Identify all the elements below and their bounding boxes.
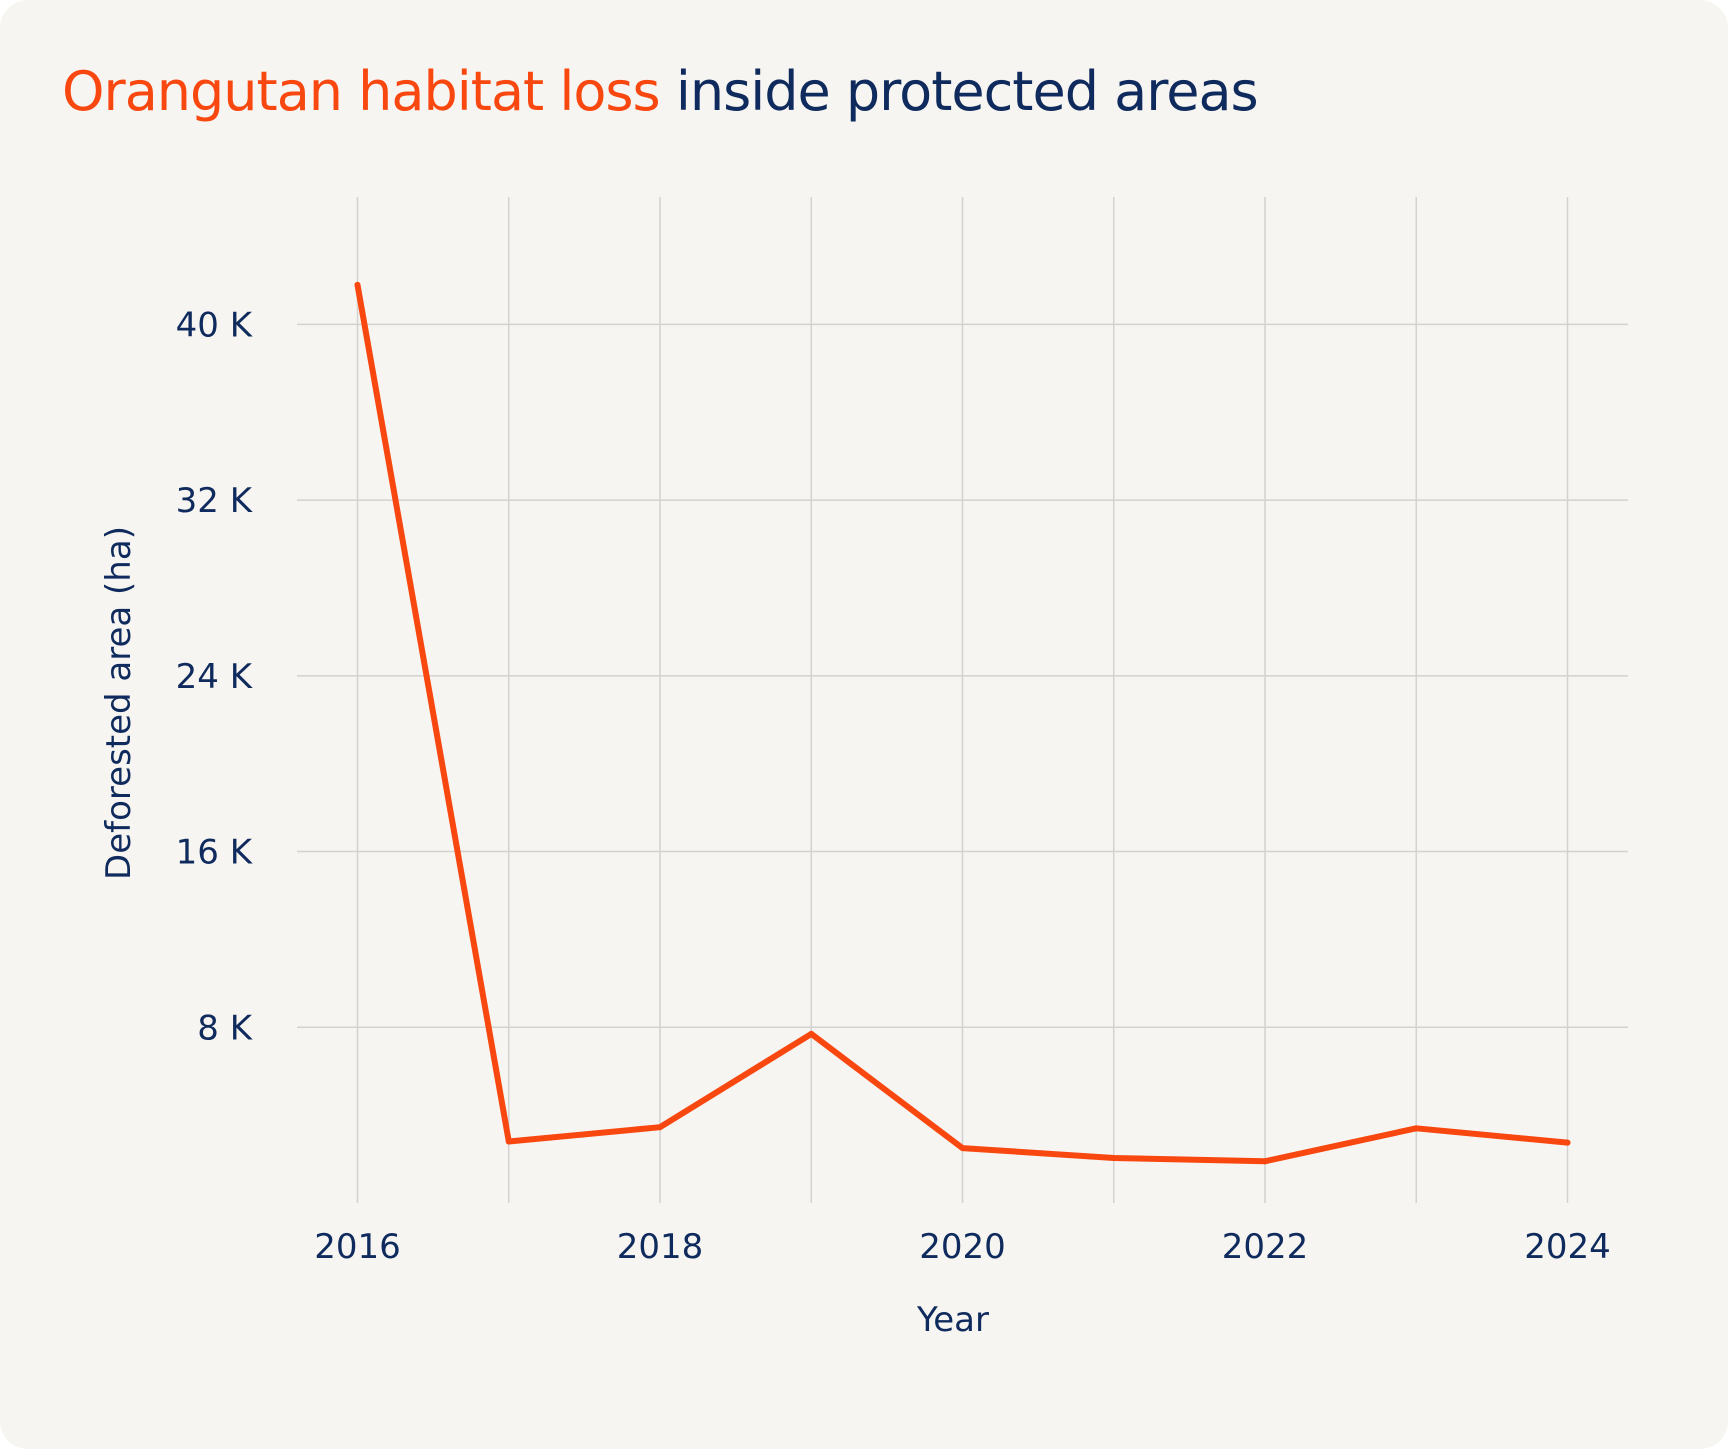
y-tick-label: 16 K — [176, 833, 254, 873]
vertical-gridlines — [356, 197, 1569, 1203]
x-tick-label: 2016 — [314, 1227, 401, 1267]
horizontal-gridlines — [297, 323, 1628, 1029]
y-axis-title: Deforested area (ha) — [99, 526, 139, 880]
x-axis-title: Year — [916, 1300, 989, 1340]
data-point-2019 — [808, 1030, 815, 1037]
data-point-2023 — [1413, 1125, 1420, 1132]
y-tick-label: 32 K — [176, 481, 254, 521]
chart-title-highlight: Orangutan habitat loss — [62, 60, 661, 123]
x-tick-label: 2024 — [1524, 1227, 1611, 1267]
y-tick-label: 40 K — [176, 305, 254, 345]
data-point-2020 — [959, 1145, 966, 1152]
x-tick-label: 2020 — [919, 1227, 1006, 1267]
y-tick-label: 24 K — [176, 657, 254, 697]
x-tick-label: 2022 — [1222, 1227, 1309, 1267]
chart-title: Orangutan habitat loss inside protected … — [62, 60, 1259, 125]
data-point-2016 — [354, 281, 361, 288]
chart-title-rest: inside protected areas — [675, 60, 1259, 123]
x-tick-label: 2018 — [617, 1227, 704, 1267]
x-axis-ticks: 2016 2018 2020 2022 2024 — [314, 1227, 1611, 1267]
data-point-2021 — [1110, 1154, 1117, 1161]
data-point-2017 — [505, 1138, 512, 1145]
data-point-2022 — [1262, 1158, 1268, 1165]
data-points — [354, 281, 1571, 1165]
data-point-2024 — [1564, 1139, 1571, 1146]
y-tick-label: 8 K — [197, 1008, 253, 1048]
y-axis-ticks: 8 K 16 K 24 K 32 K 40 K — [176, 305, 254, 1048]
data-point-2018 — [657, 1124, 663, 1131]
